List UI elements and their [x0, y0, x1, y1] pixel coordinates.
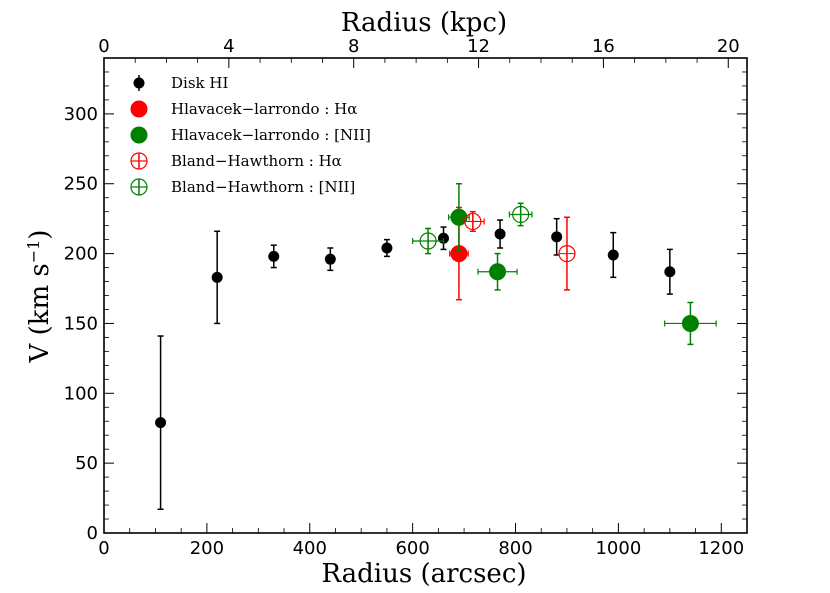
- data-point-s0-2: [268, 244, 280, 269]
- series-0: [155, 217, 676, 510]
- y-axis-title-exponent: −1: [24, 240, 43, 264]
- data-point-s0-9: [664, 248, 676, 295]
- y-tick-label: 150: [64, 313, 98, 334]
- x-tick-label: 800: [498, 538, 532, 559]
- legend-marker-3: [130, 152, 148, 170]
- legend-entry-0: Disk HI: [133, 74, 228, 92]
- axis-ticks: [103, 57, 748, 534]
- legend-label-2: Hlavacek−larrondo : [NII]: [171, 126, 371, 144]
- legend-marker-0-dot: [133, 77, 145, 89]
- series-2: [448, 182, 717, 346]
- legend-marker-2-dot: [130, 126, 148, 144]
- data-point-s0-1-marker: [211, 271, 223, 283]
- data-point-s4-0: [412, 227, 445, 255]
- series-4: [412, 202, 533, 255]
- legend-entry-2: Hlavacek−larrondo : [NII]: [130, 126, 371, 144]
- data-point-s3-1: [558, 216, 576, 291]
- data-point-s0-4: [381, 238, 393, 258]
- data-point-s0-8: [607, 231, 619, 279]
- x2-tick-label: 0: [98, 36, 109, 57]
- legend-label-3: Bland−Hawthorn : Hα: [171, 152, 342, 170]
- data-point-s0-2-marker-dot: [268, 250, 280, 262]
- x-tick-label: 1000: [595, 538, 641, 559]
- data-point-s0-0: [155, 335, 167, 510]
- data-point-s2-1: [477, 252, 518, 291]
- x2-tick-label: 12: [467, 36, 490, 57]
- data-point-s0-6-marker-dot: [494, 228, 506, 240]
- data-point-s0-8-marker: [607, 249, 619, 261]
- data-point-s0-1: [211, 230, 223, 325]
- x-tick-label: 600: [395, 538, 429, 559]
- data-point-s0-2-marker: [268, 250, 280, 262]
- data-point-s0-8-marker-dot: [607, 249, 619, 261]
- data-point-s2-2-marker: [681, 314, 699, 332]
- legend-entry-1: Hlavacek−larrondo : Hα: [130, 100, 357, 118]
- data-point-s2-1-marker: [489, 263, 507, 281]
- x2-tick-label: 4: [223, 36, 234, 57]
- data-point-s0-4-marker-dot: [381, 242, 393, 254]
- legend-label-0: Disk HI: [171, 74, 228, 92]
- x2-tick-label: 16: [592, 36, 615, 57]
- data-point-s0-7-marker: [551, 231, 563, 243]
- data-point-s3-0: [460, 210, 485, 232]
- data-point-s2-1-marker-dot: [489, 263, 507, 281]
- y-tick-label: 250: [64, 174, 98, 195]
- legend-marker-1-dot: [130, 100, 148, 118]
- x-tick-label: 0: [98, 538, 109, 559]
- y-tick-label: 50: [75, 453, 98, 474]
- x-tick-label: 200: [190, 538, 224, 559]
- data-point-s0-4-marker: [381, 242, 393, 254]
- data-point-s4-0-marker: [419, 232, 437, 250]
- data-point-s4-1-marker: [512, 205, 530, 224]
- y-axis-title-close: ): [25, 230, 55, 240]
- x-tick-label: 1200: [698, 538, 744, 559]
- data-point-s2-2-marker-dot: [681, 314, 699, 332]
- y-tick-label: 300: [64, 104, 98, 125]
- data-point-s0-6: [494, 219, 506, 249]
- x-tick-label: 400: [293, 538, 327, 559]
- legend-entry-3: Bland−Hawthorn : Hα: [130, 152, 342, 170]
- y-tick-label: 0: [87, 523, 98, 544]
- legend-marker-2: [130, 126, 148, 144]
- data-point-s0-3-marker: [324, 253, 336, 265]
- data-point-s4-1: [508, 202, 533, 227]
- legend-entry-4: Bland−Hawthorn : [NII]: [130, 178, 355, 196]
- data-point-s0-9-marker: [664, 266, 676, 278]
- y-tick-label: 100: [64, 383, 98, 404]
- data-point-s0-0-marker-dot: [155, 417, 167, 429]
- x2-axis-title: Radius (kpc): [341, 8, 507, 38]
- data-point-s3-1-marker: [558, 244, 576, 263]
- x2-tick-label: 20: [717, 36, 740, 57]
- data-point-s0-6-marker: [494, 228, 506, 240]
- data-points: [155, 182, 717, 510]
- legend-label-4: Bland−Hawthorn : [NII]: [171, 178, 355, 196]
- series-3: [460, 210, 576, 291]
- y-tick-label: 200: [64, 244, 98, 265]
- legend-marker-0: [133, 77, 145, 89]
- legend-label-1: Hlavacek−larrondo : Hα: [171, 100, 357, 118]
- x-axis-title: Radius (arcsec): [321, 559, 526, 589]
- data-point-s0-9-marker-dot: [664, 266, 676, 278]
- legend: Disk HI Hlavacek−larrondo : Hα Hlavacek−la…: [130, 74, 371, 196]
- legend-marker-4: [130, 178, 148, 196]
- data-point-s0-7-marker-dot: [551, 231, 563, 243]
- data-point-s0-3-marker-dot: [324, 253, 336, 265]
- data-point-s0-3: [324, 247, 336, 272]
- y-axis-title: V (km s−1): [24, 230, 55, 364]
- data-point-s0-0-marker: [155, 417, 167, 429]
- data-point-s2-2: [664, 301, 717, 346]
- data-point-s0-1-marker-dot: [211, 271, 223, 283]
- legend-marker-1: [130, 100, 148, 118]
- data-point-s3-0-marker: [464, 212, 482, 231]
- x2-tick-label: 8: [348, 36, 359, 57]
- y-axis-title-main: V (km s: [25, 263, 55, 363]
